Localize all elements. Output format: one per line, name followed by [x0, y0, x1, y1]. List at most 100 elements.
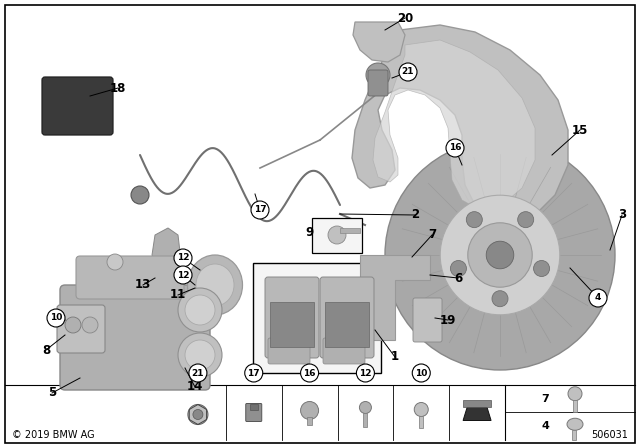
- FancyBboxPatch shape: [246, 404, 262, 422]
- Text: 19: 19: [440, 314, 456, 327]
- Circle shape: [65, 317, 81, 333]
- Circle shape: [188, 405, 208, 425]
- Circle shape: [414, 402, 428, 417]
- Circle shape: [174, 249, 192, 267]
- Circle shape: [440, 195, 560, 315]
- Polygon shape: [463, 408, 491, 421]
- Polygon shape: [152, 228, 180, 275]
- Circle shape: [486, 241, 514, 269]
- FancyBboxPatch shape: [76, 256, 184, 299]
- Bar: [419, 417, 423, 428]
- Ellipse shape: [451, 211, 515, 264]
- Text: 18: 18: [110, 82, 126, 95]
- Text: 21: 21: [191, 369, 204, 378]
- Circle shape: [589, 289, 607, 307]
- Polygon shape: [373, 40, 535, 210]
- Text: 16: 16: [449, 143, 461, 152]
- Bar: [340, 228, 360, 233]
- Circle shape: [534, 260, 550, 276]
- FancyBboxPatch shape: [368, 70, 388, 96]
- Circle shape: [174, 266, 192, 284]
- Bar: [250, 405, 258, 410]
- Circle shape: [178, 333, 222, 377]
- Text: 2: 2: [411, 208, 419, 221]
- Text: 8: 8: [42, 344, 50, 357]
- Circle shape: [412, 364, 430, 382]
- Text: 17: 17: [253, 206, 266, 215]
- Circle shape: [82, 317, 98, 333]
- Bar: [325, 302, 369, 347]
- Ellipse shape: [567, 418, 583, 430]
- Text: 21: 21: [402, 68, 414, 77]
- Circle shape: [356, 364, 374, 382]
- Bar: [572, 430, 576, 440]
- FancyBboxPatch shape: [320, 277, 374, 358]
- Circle shape: [251, 201, 269, 219]
- Circle shape: [385, 140, 615, 370]
- FancyBboxPatch shape: [60, 285, 210, 390]
- Circle shape: [492, 291, 508, 307]
- Text: 1: 1: [391, 350, 399, 363]
- Circle shape: [446, 139, 464, 157]
- Circle shape: [178, 288, 222, 332]
- Circle shape: [328, 226, 346, 244]
- Polygon shape: [360, 255, 430, 340]
- Text: 10: 10: [415, 369, 428, 378]
- Circle shape: [301, 364, 319, 382]
- Circle shape: [360, 401, 371, 414]
- Circle shape: [451, 260, 467, 276]
- Text: 9: 9: [306, 225, 314, 238]
- Text: 12: 12: [359, 369, 372, 378]
- Text: 506031: 506031: [591, 430, 628, 440]
- Text: 12: 12: [177, 254, 189, 263]
- Circle shape: [301, 401, 319, 419]
- Circle shape: [244, 364, 263, 382]
- Circle shape: [399, 63, 417, 81]
- Circle shape: [185, 340, 215, 370]
- Circle shape: [468, 223, 532, 287]
- Text: 14: 14: [187, 380, 203, 393]
- Text: 4: 4: [541, 421, 549, 431]
- Text: 12: 12: [177, 271, 189, 280]
- Text: 20: 20: [397, 12, 413, 25]
- Bar: [573, 400, 577, 412]
- Text: © 2019 BMW AG: © 2019 BMW AG: [12, 430, 95, 440]
- Bar: [463, 401, 491, 408]
- Ellipse shape: [188, 255, 243, 315]
- Text: 13: 13: [135, 279, 151, 292]
- FancyBboxPatch shape: [42, 77, 113, 135]
- Circle shape: [131, 186, 149, 204]
- Circle shape: [366, 63, 390, 87]
- FancyBboxPatch shape: [265, 277, 319, 358]
- Circle shape: [189, 364, 207, 382]
- Bar: [307, 418, 312, 426]
- Text: 4: 4: [595, 293, 601, 302]
- Circle shape: [185, 295, 215, 325]
- Polygon shape: [352, 25, 568, 225]
- Bar: [270, 302, 314, 347]
- Text: 5: 5: [48, 387, 56, 400]
- Text: 3: 3: [618, 208, 626, 221]
- FancyBboxPatch shape: [268, 338, 310, 364]
- Text: 15: 15: [572, 124, 588, 137]
- Bar: [312, 218, 362, 253]
- Text: 11: 11: [170, 289, 186, 302]
- Text: 7: 7: [541, 394, 549, 404]
- Circle shape: [47, 309, 65, 327]
- FancyBboxPatch shape: [413, 298, 442, 342]
- Circle shape: [518, 211, 534, 228]
- Circle shape: [107, 254, 123, 270]
- Bar: [364, 414, 367, 427]
- FancyBboxPatch shape: [323, 338, 365, 364]
- Text: 17: 17: [248, 369, 260, 378]
- Circle shape: [467, 211, 483, 228]
- Circle shape: [568, 387, 582, 401]
- Polygon shape: [353, 22, 405, 62]
- Text: 10: 10: [50, 314, 62, 323]
- Text: 7: 7: [428, 228, 436, 241]
- Ellipse shape: [196, 264, 234, 306]
- FancyBboxPatch shape: [57, 305, 105, 353]
- Circle shape: [193, 409, 203, 419]
- Bar: [253, 263, 381, 373]
- Text: 6: 6: [454, 271, 462, 284]
